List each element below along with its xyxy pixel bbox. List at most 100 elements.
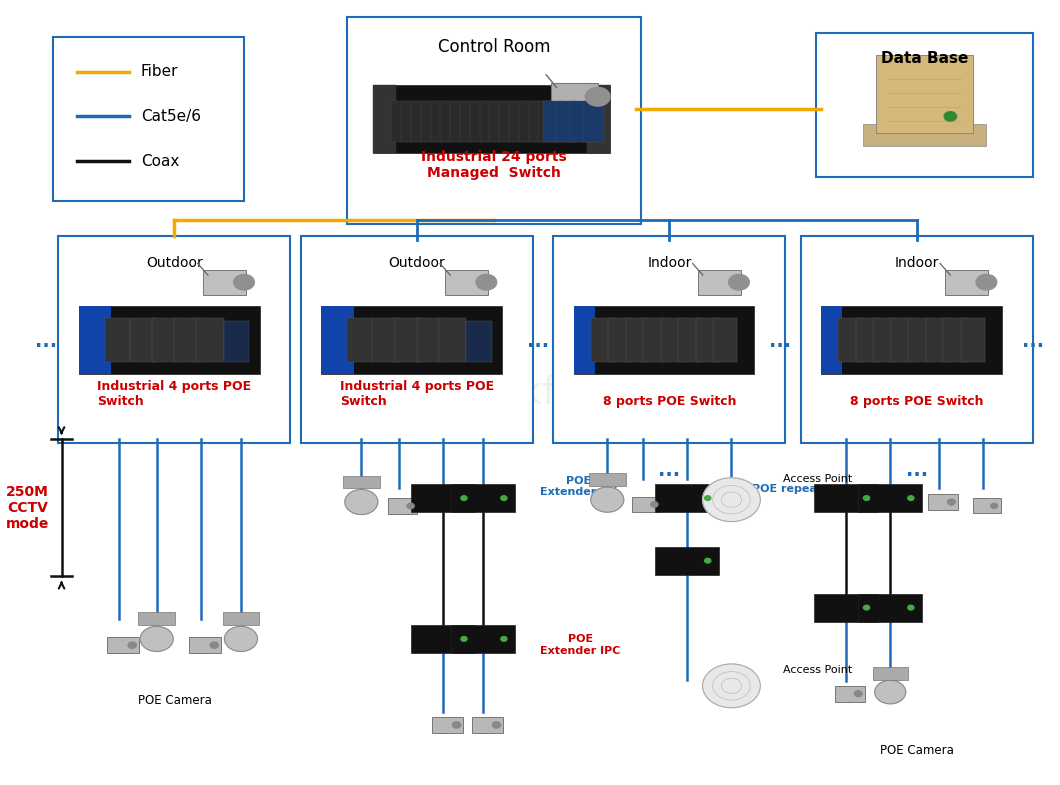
Circle shape [492, 722, 500, 728]
FancyBboxPatch shape [587, 85, 611, 152]
FancyBboxPatch shape [372, 318, 400, 362]
Text: Indoor: Indoor [648, 256, 691, 269]
FancyBboxPatch shape [548, 101, 566, 142]
Circle shape [585, 87, 611, 106]
Text: Industrial 4 ports POE
Switch: Industrial 4 ports POE Switch [339, 380, 494, 408]
FancyBboxPatch shape [321, 306, 501, 374]
FancyBboxPatch shape [538, 101, 556, 142]
FancyBboxPatch shape [394, 318, 422, 362]
FancyBboxPatch shape [632, 497, 661, 512]
Circle shape [728, 275, 749, 290]
FancyBboxPatch shape [570, 101, 590, 142]
FancyBboxPatch shape [928, 494, 958, 510]
FancyBboxPatch shape [863, 124, 987, 146]
FancyBboxPatch shape [80, 306, 260, 374]
Circle shape [991, 503, 997, 509]
FancyBboxPatch shape [873, 318, 898, 362]
Circle shape [874, 681, 905, 704]
FancyBboxPatch shape [470, 101, 488, 142]
FancyBboxPatch shape [105, 318, 130, 362]
FancyBboxPatch shape [583, 101, 604, 142]
FancyBboxPatch shape [348, 17, 641, 225]
FancyBboxPatch shape [556, 101, 577, 142]
FancyBboxPatch shape [373, 85, 395, 152]
Circle shape [234, 275, 254, 290]
FancyBboxPatch shape [625, 318, 650, 362]
FancyBboxPatch shape [80, 306, 111, 374]
Circle shape [854, 691, 862, 696]
FancyBboxPatch shape [411, 101, 429, 142]
FancyBboxPatch shape [509, 101, 527, 142]
FancyBboxPatch shape [814, 593, 878, 622]
FancyBboxPatch shape [431, 717, 463, 733]
FancyBboxPatch shape [859, 484, 922, 512]
FancyBboxPatch shape [543, 101, 564, 142]
FancyBboxPatch shape [202, 270, 246, 294]
Circle shape [453, 722, 461, 728]
FancyBboxPatch shape [139, 612, 175, 626]
Text: Fiber: Fiber [141, 64, 178, 79]
FancyBboxPatch shape [973, 498, 1001, 513]
Text: Cat5e/6: Cat5e/6 [141, 109, 201, 124]
Circle shape [944, 111, 956, 121]
Text: Data Base: Data Base [881, 51, 968, 66]
FancyBboxPatch shape [589, 473, 625, 486]
FancyBboxPatch shape [301, 236, 533, 444]
Text: Outdoor: Outdoor [388, 256, 445, 269]
Circle shape [864, 496, 869, 501]
Circle shape [344, 490, 377, 514]
FancyBboxPatch shape [411, 625, 475, 653]
Text: POE repeater: POE repeater [752, 484, 835, 494]
Circle shape [651, 502, 658, 507]
FancyBboxPatch shape [347, 318, 372, 362]
FancyBboxPatch shape [450, 101, 469, 142]
FancyBboxPatch shape [417, 318, 444, 362]
Text: ...: ... [770, 332, 791, 351]
Text: Industrial 24 ports
Managed  Switch: Industrial 24 ports Managed Switch [421, 149, 567, 180]
Text: ...: ... [527, 332, 549, 351]
FancyBboxPatch shape [53, 37, 244, 201]
Circle shape [500, 637, 507, 641]
FancyBboxPatch shape [660, 318, 685, 362]
Circle shape [703, 664, 760, 708]
Text: POE
Extender IPC: POE Extender IPC [540, 634, 620, 656]
FancyBboxPatch shape [872, 667, 907, 680]
FancyBboxPatch shape [153, 318, 179, 362]
FancyBboxPatch shape [655, 484, 719, 512]
FancyBboxPatch shape [479, 101, 498, 142]
FancyBboxPatch shape [499, 101, 517, 142]
Text: POE Camera: POE Camera [138, 694, 211, 707]
FancyBboxPatch shape [391, 101, 409, 142]
FancyBboxPatch shape [678, 318, 703, 362]
FancyBboxPatch shape [925, 318, 950, 362]
FancyBboxPatch shape [224, 321, 249, 362]
FancyBboxPatch shape [430, 101, 448, 142]
FancyBboxPatch shape [568, 101, 586, 142]
FancyBboxPatch shape [946, 270, 989, 294]
Circle shape [864, 605, 869, 610]
Text: www.akf1y.com: www.akf1y.com [392, 374, 694, 411]
FancyBboxPatch shape [890, 318, 915, 362]
FancyBboxPatch shape [575, 306, 595, 374]
FancyBboxPatch shape [321, 306, 354, 374]
FancyBboxPatch shape [452, 484, 515, 512]
FancyBboxPatch shape [859, 593, 922, 622]
Text: ...: ... [1022, 332, 1044, 351]
FancyBboxPatch shape [877, 55, 973, 133]
FancyBboxPatch shape [816, 33, 1032, 177]
Circle shape [461, 496, 467, 501]
Circle shape [907, 605, 914, 610]
FancyBboxPatch shape [529, 101, 547, 142]
FancyBboxPatch shape [838, 318, 863, 362]
Text: Control Room: Control Room [438, 38, 550, 57]
FancyBboxPatch shape [697, 270, 741, 294]
Text: 8 ports POE Switch: 8 ports POE Switch [603, 395, 736, 408]
FancyBboxPatch shape [558, 101, 576, 142]
Circle shape [500, 496, 507, 501]
FancyBboxPatch shape [814, 484, 878, 512]
FancyBboxPatch shape [388, 498, 418, 513]
Circle shape [976, 275, 996, 290]
FancyBboxPatch shape [553, 236, 785, 444]
Text: Industrial 4 ports POE
Switch: Industrial 4 ports POE Switch [98, 380, 251, 408]
FancyBboxPatch shape [174, 318, 201, 362]
